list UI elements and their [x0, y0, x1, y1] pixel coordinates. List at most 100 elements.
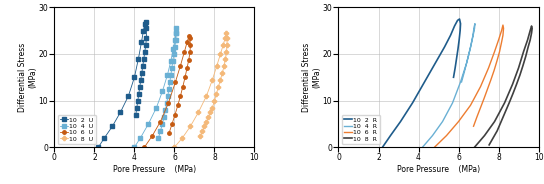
10  4  R: [461, 72, 467, 74]
10  2  R: [441, 46, 448, 48]
10  2  U: [101, 137, 108, 139]
10  8  U: [215, 86, 222, 88]
10  2  U: [140, 30, 147, 32]
10  2  U: [138, 79, 144, 81]
10  8  U: [195, 111, 202, 113]
10  4  U: [171, 53, 177, 55]
10  4  U: [131, 146, 138, 148]
10  6  R: [498, 30, 505, 32]
10  2  U: [143, 21, 149, 23]
10  8  R: [486, 144, 492, 146]
10  4  R: [439, 121, 446, 123]
10  6  R: [443, 135, 450, 137]
10  8  U: [220, 44, 226, 46]
10  2  U: [135, 93, 142, 95]
10  6  R: [477, 86, 484, 88]
10  8  U: [222, 37, 228, 39]
10  6  U: [172, 114, 178, 116]
10  2  R: [421, 81, 428, 83]
10  2  R: [433, 60, 440, 62]
10  6  R: [470, 125, 477, 127]
10  6  R: [485, 67, 492, 69]
10  4  U: [173, 27, 180, 29]
10  2  U: [138, 41, 145, 43]
10  2  U: [141, 23, 148, 25]
10  4  U: [155, 137, 162, 139]
10  8  U: [205, 116, 212, 118]
Legend: 10  2  R, 10  4  R, 10  6  R, 10  8  R: 10 2 R, 10 4 R, 10 6 R, 10 8 R: [342, 115, 380, 144]
10  2  U: [139, 72, 145, 74]
10  2  R: [452, 25, 458, 27]
10  8  U: [217, 79, 224, 81]
10  2  R: [453, 58, 460, 60]
10  8  U: [224, 44, 230, 46]
10  8  R: [528, 25, 535, 27]
10  8  U: [197, 135, 203, 137]
10  4  U: [161, 116, 168, 118]
10  2  R: [456, 39, 462, 41]
10  8  R: [517, 74, 523, 76]
Line: 10  6  U: 10 6 U: [143, 35, 192, 149]
10  8  R: [522, 55, 529, 57]
Y-axis label: Differential Stress
(MPa): Differential Stress (MPa): [17, 43, 37, 112]
10  8  R: [491, 121, 498, 123]
10  4  R: [472, 23, 478, 25]
10  4  U: [157, 130, 164, 132]
10  4  U: [172, 32, 179, 34]
10  4  R: [449, 102, 456, 104]
X-axis label: Pore Pressure    (MPa): Pore Pressure (MPa): [397, 165, 480, 174]
10  4  U: [166, 81, 173, 83]
10  8  R: [529, 27, 535, 29]
10  6  U: [182, 76, 188, 78]
10  2  R: [452, 67, 459, 69]
10  2  R: [450, 76, 457, 78]
10  8  U: [179, 137, 186, 139]
10  6  R: [500, 24, 506, 26]
10  8  U: [209, 107, 216, 109]
10  6  U: [177, 95, 184, 97]
10  4  U: [170, 48, 176, 50]
10  4  U: [170, 60, 176, 62]
10  6  R: [491, 69, 497, 71]
Legend: 10  2  U, 10  4  U, 10  6  U, 10  8  U: 10 2 U, 10 4 U, 10 6 U, 10 8 U: [58, 115, 96, 144]
10  4  U: [159, 123, 166, 125]
10  6  U: [175, 104, 181, 106]
Line: 10  2  R: 10 2 R: [382, 19, 461, 147]
10  4  U: [164, 102, 170, 104]
10  6  U: [169, 123, 175, 125]
10  4  U: [172, 39, 179, 41]
10  8  R: [471, 146, 478, 148]
X-axis label: Pore Pressure    (MPa): Pore Pressure (MPa): [113, 165, 196, 174]
10  6  U: [180, 86, 186, 88]
10  8  U: [211, 100, 218, 102]
10  2  R: [387, 135, 394, 137]
10  4  R: [471, 27, 478, 29]
Line: 10  4  R: 10 4 R: [423, 24, 475, 147]
10  4  R: [429, 135, 436, 137]
10  6  U: [172, 81, 178, 83]
10  8  U: [222, 58, 228, 60]
10  8  U: [223, 51, 230, 53]
10  2  U: [95, 146, 102, 148]
10  4  U: [162, 109, 169, 111]
10  2  R: [458, 23, 464, 25]
10  8  U: [213, 93, 220, 95]
10  2  U: [109, 125, 116, 127]
10  6  R: [500, 27, 507, 29]
10  6  U: [166, 132, 172, 134]
10  6  R: [498, 41, 505, 43]
10  8  U: [214, 65, 220, 67]
10  2  R: [457, 30, 463, 32]
10  8  U: [221, 65, 227, 67]
10  2  R: [454, 19, 461, 22]
10  6  R: [487, 79, 494, 81]
10  6  U: [187, 37, 193, 39]
10  4  U: [173, 32, 180, 34]
10  6  U: [186, 35, 192, 37]
Line: 10  2  U: 10 2 U: [97, 21, 148, 149]
10  2  U: [134, 100, 141, 102]
10  6  R: [495, 39, 502, 41]
10  8  R: [509, 83, 516, 85]
10  6  U: [141, 146, 147, 148]
10  6  R: [481, 97, 487, 99]
